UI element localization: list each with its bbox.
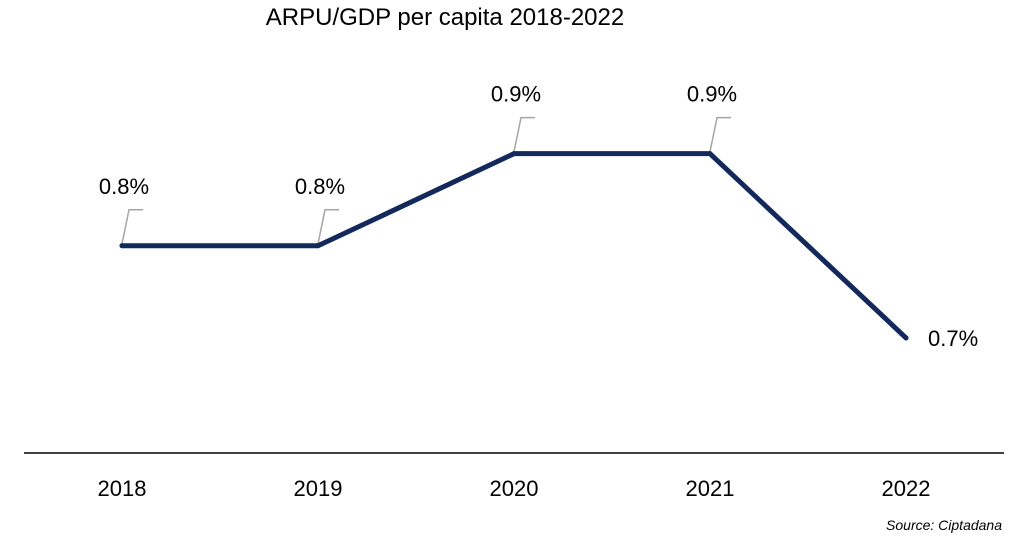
x-tick-label: 2020	[490, 476, 539, 501]
data-label: 0.7%	[928, 326, 978, 351]
data-label-leaders	[121, 116, 731, 244]
data-label-leader	[513, 116, 535, 152]
data-label-leader	[709, 116, 731, 152]
x-tick-label: 2018	[98, 476, 147, 501]
data-point	[119, 243, 125, 249]
x-tick-label: 2022	[882, 476, 931, 501]
x-tick-label: 2019	[294, 476, 343, 501]
data-label: 0.8%	[295, 174, 345, 199]
data-point	[315, 243, 321, 249]
data-labels: 0.8% 0.8% 0.9% 0.9% 0.7%	[99, 82, 978, 351]
data-label-leader	[121, 209, 143, 244]
data-label: 0.9%	[491, 82, 541, 107]
chart-title: ARPU/GDP per capita 2018-2022	[265, 4, 625, 31]
data-label: 0.8%	[99, 174, 149, 199]
data-point	[707, 151, 713, 157]
data-label-leader	[317, 209, 339, 244]
source-note: Source: Ciptadana	[886, 517, 1002, 533]
series-line	[119, 151, 909, 341]
data-label: 0.9%	[687, 82, 737, 107]
data-point	[511, 151, 517, 157]
series-line-group	[119, 151, 909, 341]
x-tick-label: 2021	[686, 476, 735, 501]
x-tick-labels: 2018 2019 2020 2021 2022	[98, 476, 931, 501]
data-point	[903, 335, 909, 341]
